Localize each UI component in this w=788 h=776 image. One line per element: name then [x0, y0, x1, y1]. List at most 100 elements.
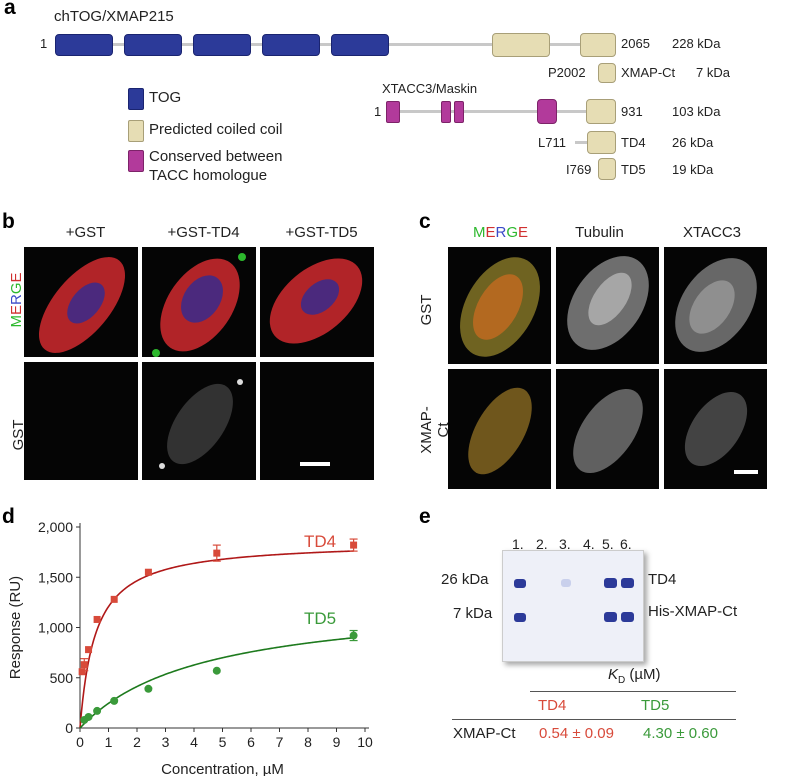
- merge-letter: G: [506, 224, 518, 241]
- x-axis-label: Concentration, µM: [161, 761, 284, 776]
- y-tick-label: 1,000: [38, 620, 73, 636]
- legend-conserved-label-1: Conserved between: [149, 148, 283, 165]
- kd-table-title: KD (µM): [608, 666, 661, 686]
- gel-lane-2: 2.: [536, 536, 548, 552]
- data-point-td4: [78, 668, 86, 676]
- td4-mass: 26 kDa: [672, 135, 714, 150]
- gel-image: [502, 550, 644, 662]
- tog-domain-4: [262, 34, 320, 56]
- data-point-td5: [144, 684, 153, 693]
- td5-domain: [598, 158, 616, 180]
- xtacc-conserved-1: [386, 101, 400, 123]
- y-tick-label: 0: [65, 720, 73, 736]
- panel-b-merge-td5-image: [260, 247, 374, 357]
- merge-letter: E: [485, 224, 496, 241]
- data-point-td5: [93, 706, 102, 715]
- td4-name: TD4: [621, 135, 646, 150]
- merge-letter: R: [8, 294, 25, 306]
- data-point-td5: [212, 666, 221, 675]
- gel-band-xmapct-lane5: [604, 612, 617, 622]
- fit-curve-td4: [79, 550, 354, 729]
- y-tick-label: 1,500: [38, 569, 73, 585]
- kd-table-rule-top: [530, 691, 736, 692]
- x-tick-label: 5: [219, 734, 227, 750]
- data-point-td4: [85, 646, 93, 654]
- merge-letter: M: [472, 224, 486, 241]
- xtacc-conserved-2: [441, 101, 451, 123]
- gel-lane-6: 6.: [620, 536, 632, 552]
- series-label-td4: TD4: [304, 532, 336, 551]
- x-tick-label: 9: [333, 734, 341, 750]
- panel-b-merge-gst-image: [24, 247, 138, 357]
- x-tick-label: 2: [133, 734, 141, 750]
- td5-start: I769: [566, 162, 592, 177]
- x-tick-label: 7: [276, 734, 284, 750]
- panel-c-col2: Tubulin: [575, 224, 624, 241]
- xmapct-domain: [598, 63, 616, 83]
- x-tick-label: 0: [76, 734, 84, 750]
- gel-band-td4-lane1: [514, 579, 526, 588]
- x-tick-label: 10: [357, 734, 373, 750]
- data-point-td4: [93, 615, 101, 623]
- y-axis-label: Response (RU): [7, 576, 24, 679]
- merge-letter: E: [518, 224, 529, 241]
- panel-d-label: d: [2, 505, 15, 528]
- gel-band-top-label: TD4: [648, 571, 677, 588]
- xmapct-start: P2002: [548, 65, 586, 80]
- panel-c-tubulin-xmapct-image: [556, 369, 659, 489]
- panel-b-label: b: [2, 210, 15, 233]
- chtog-end: 2065: [621, 36, 650, 51]
- kd-unit: (µM): [629, 666, 661, 683]
- panel-c-label: c: [419, 210, 431, 233]
- binding-chart: 0 1 2 3 4 5 6 7 8 9 10 0 500 1,000 1,500 2,000 Concentra…: [7, 519, 373, 776]
- legend-tog-swatch: [128, 88, 144, 110]
- x-tick-label: 6: [247, 734, 255, 750]
- panel-b-col3: +GST-TD5: [285, 224, 358, 241]
- legend-coiled-swatch: [128, 120, 144, 142]
- legend-tog-label: TOG: [149, 89, 182, 106]
- xtacc-conserved-4: [537, 99, 557, 124]
- xmapct-mass: 7 kDa: [696, 65, 730, 80]
- panel-b-col2: +GST-TD4: [167, 224, 240, 241]
- panel-b-gst-gst-image: [24, 362, 138, 480]
- data-point-td4: [213, 549, 221, 557]
- kd-col-td5: TD5: [641, 697, 670, 714]
- tog-domain-2: [124, 34, 182, 56]
- scale-bar: [734, 470, 758, 474]
- kd-row-name: XMAP-Ct: [453, 725, 516, 742]
- gel-lane-5: 5.: [602, 536, 614, 552]
- gel-mw-top: 26 kDa: [441, 571, 489, 588]
- gel-lane-1: 1.: [512, 536, 524, 552]
- legend-conserved-label-2: TACC homologue: [149, 167, 268, 184]
- xtacc-end: 931: [621, 104, 643, 119]
- xtacc-title: XTACC3/Maskin: [382, 81, 478, 96]
- merge-letter: E: [8, 272, 25, 283]
- xtacc-start: 1: [374, 104, 382, 119]
- gel-lane-4: 4.: [583, 536, 595, 552]
- fit-curve-td5: [79, 636, 354, 729]
- x-tick-label: 1: [105, 734, 113, 750]
- panel-b-col1: +GST: [65, 224, 106, 241]
- panel-c-merge-xmapct-image: [448, 369, 551, 489]
- data-point-td4: [110, 595, 118, 603]
- tog-domain-5: [331, 34, 389, 56]
- chtog-start: 1: [40, 36, 48, 51]
- scale-bar: [300, 462, 330, 466]
- data-point-td4: [350, 541, 358, 549]
- data-point-td4: [144, 568, 152, 576]
- tog-domain-3: [193, 34, 251, 56]
- legend-coiled-label: Predicted coiled coil: [149, 121, 283, 138]
- kd-val-td4: 0.54 ± 0.09: [539, 725, 614, 742]
- series-label-td5: TD5: [304, 609, 336, 628]
- data-point-td5: [84, 712, 93, 721]
- merge-letter: R: [495, 224, 507, 241]
- td4-domain: [587, 131, 616, 154]
- panel-c-merge-gst-image: [448, 247, 551, 364]
- panel-c-gst-rowlabel: GST: [418, 294, 435, 326]
- panel-c-tubulin-gst-image: [556, 247, 659, 364]
- panel-c-xmapct-rowlabel: XMAP-Ct: [418, 406, 452, 454]
- panel-b-gst-td4-image: [142, 362, 256, 480]
- gel-band-td4-lane6: [621, 578, 634, 588]
- gel-mw-bottom: 7 kDa: [453, 605, 493, 622]
- merge-letter: G: [8, 282, 25, 295]
